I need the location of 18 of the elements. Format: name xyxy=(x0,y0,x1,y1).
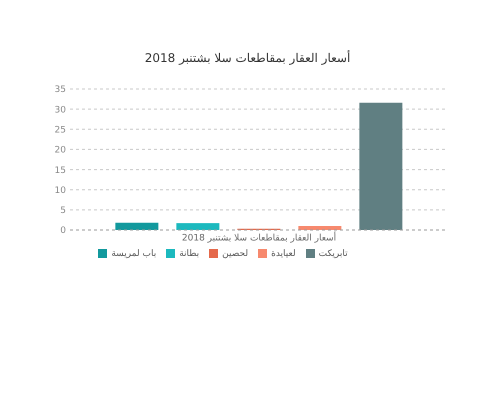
y-tick-label: 5 xyxy=(60,206,66,216)
chart-title: أسعار العقار بمقاطعات سلا بشتنبر 2018 xyxy=(144,50,352,66)
bar xyxy=(298,226,342,230)
bar xyxy=(176,223,220,230)
legend-label: باب لمريسة xyxy=(111,249,156,259)
bar xyxy=(115,222,158,230)
y-tick-label: 35 xyxy=(54,85,66,96)
legend-label: بطانة xyxy=(179,249,200,259)
legend-label: لحصين xyxy=(222,249,248,259)
y-tick-label: 10 xyxy=(54,186,66,196)
y-tick-label: 0 xyxy=(60,226,66,236)
legend-label: لعيايدة xyxy=(271,249,296,259)
bar xyxy=(359,102,402,230)
y-tick-label: 25 xyxy=(54,125,66,136)
y-tick-label: 30 xyxy=(54,105,66,116)
legend-label: تابريكت xyxy=(318,249,348,259)
y-tick-label: 15 xyxy=(54,166,66,176)
y-tick-label: 20 xyxy=(54,146,66,156)
